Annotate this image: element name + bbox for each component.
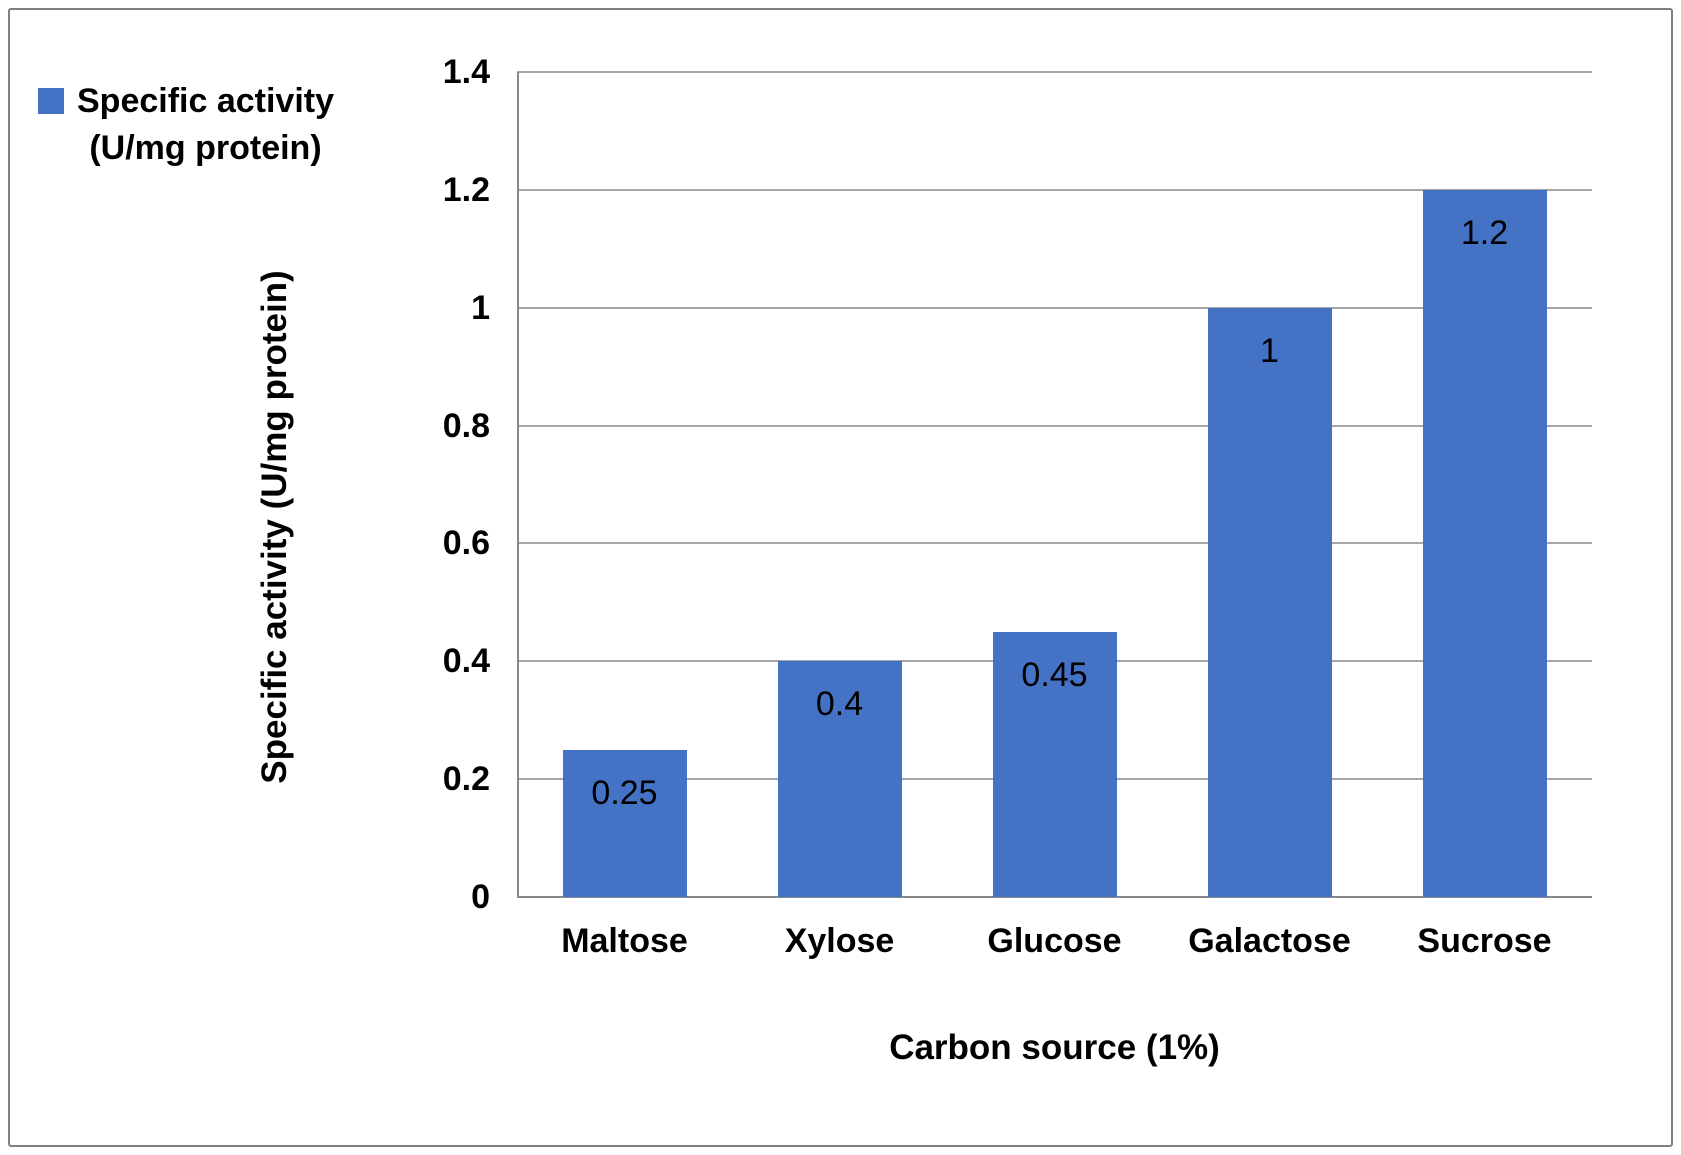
legend-label-line2: (U/mg protein) (89, 129, 322, 167)
y-tick-label: 1.2 (442, 170, 490, 209)
y-tick-label: 1.4 (442, 53, 490, 91)
x-tick-label-xylose: Xylose (784, 922, 895, 960)
bar-maltose: 0.25 (562, 749, 687, 897)
x-tick-label-galactose: Galactose (1188, 922, 1351, 960)
x-tick-label-maltose: Maltose (561, 922, 688, 960)
gridline (517, 542, 1592, 545)
gridline (517, 306, 1592, 309)
x-tick-label-sucrose: Sucrose (1417, 922, 1552, 960)
gridline (517, 188, 1592, 191)
legend: Specific activity (U/mg protein) (38, 78, 334, 172)
bar-value-label: 0.25 (591, 773, 658, 812)
y-tick-label: 0.4 (442, 642, 490, 681)
bar-value-label: 0.4 (815, 685, 864, 724)
chart-frame-border (8, 8, 1673, 1147)
y-tick-label: 0.6 (442, 524, 490, 563)
plot-area: 0.25 0.4 0.45 1 1.2 (517, 71, 1592, 898)
x-axis-title: Carbon source (1%) (889, 1028, 1220, 1067)
bar-galactose: 1 (1207, 307, 1332, 897)
bar-glucose: 0.45 (992, 631, 1117, 897)
y-tick-label: 1 (471, 288, 490, 327)
y-axis-title: Specific activity (U/mg protein) (255, 270, 294, 784)
y-tick-label: 0 (471, 878, 490, 916)
x-axis-line (517, 896, 1592, 898)
bar-sucrose: 1.2 (1422, 189, 1547, 897)
x-tick-label-glucose: Glucose (987, 922, 1122, 960)
gridline (517, 71, 1592, 73)
y-axis-line (517, 72, 519, 897)
bar-value-label: 0.45 (1021, 655, 1088, 694)
legend-color-swatch (38, 88, 64, 114)
bar-value-label: 1 (1260, 331, 1279, 370)
legend-label: Specific activity (U/mg protein) (77, 78, 334, 172)
bar-xylose: 0.4 (777, 661, 902, 897)
legend-label-line1: Specific activity (77, 82, 335, 120)
gridline (517, 424, 1592, 427)
bar-value-label: 1.2 (1460, 213, 1509, 252)
y-tick-label: 0.2 (442, 760, 490, 799)
y-tick-label: 0.8 (442, 406, 490, 445)
